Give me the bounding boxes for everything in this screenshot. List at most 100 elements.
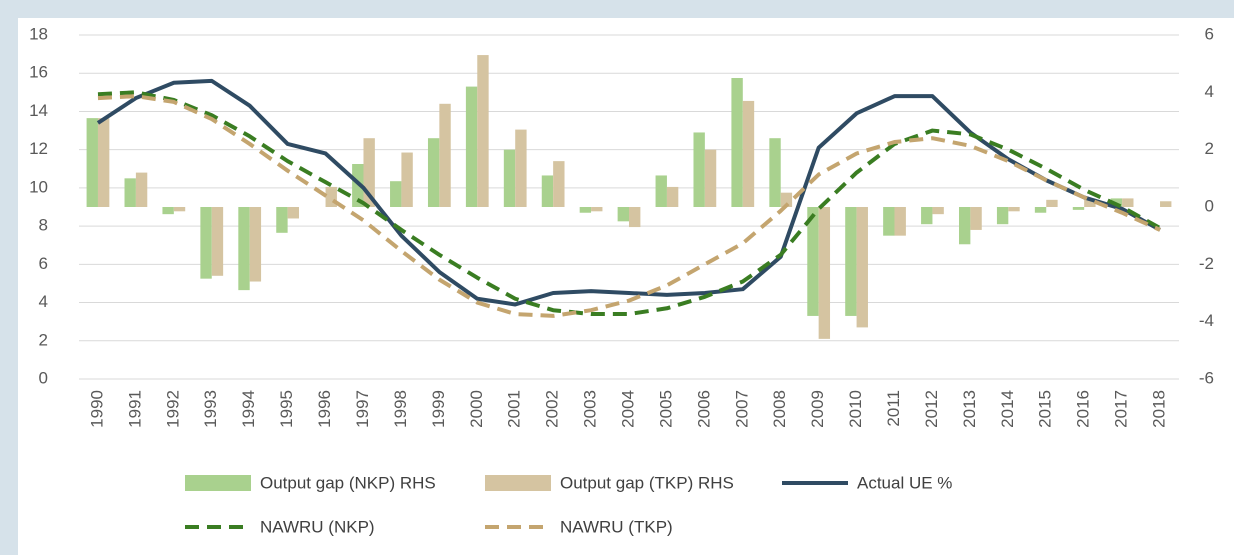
- x-tick-label: 2009: [808, 390, 827, 428]
- y-tick-label: 0: [39, 368, 48, 387]
- x-tick-label: 2007: [732, 390, 751, 428]
- x-tick-label: 1992: [163, 390, 182, 428]
- line: [96, 78, 1161, 307]
- x-tick-label: 2015: [1036, 390, 1055, 428]
- x-tick-label: 2000: [467, 390, 486, 428]
- x-tick-label: 2011: [884, 390, 903, 427]
- y-tick-label: 4: [39, 292, 48, 311]
- bar: [325, 186, 337, 207]
- bar: [352, 164, 364, 207]
- bar: [124, 178, 136, 207]
- y2-tick-label: -6: [1199, 368, 1214, 387]
- bar: [883, 207, 895, 236]
- y-tick-label: 12: [29, 139, 48, 158]
- y-tick-label: 2: [39, 330, 48, 349]
- line: [97, 94, 1161, 318]
- bar: [439, 103, 451, 207]
- bar: [363, 138, 375, 207]
- bar: [655, 175, 667, 207]
- bar: [162, 207, 174, 215]
- x-tick-label: 2012: [922, 390, 941, 428]
- bar: [541, 175, 554, 207]
- bar: [818, 207, 831, 339]
- bar: [742, 100, 755, 207]
- bar: [1008, 207, 1020, 212]
- y2-tick-label: 6: [1205, 24, 1214, 43]
- bar: [996, 207, 1009, 225]
- bar: [629, 207, 641, 228]
- bar: [200, 207, 212, 279]
- bar: [970, 207, 982, 230]
- bar: [401, 152, 413, 207]
- bar: [211, 207, 224, 276]
- y2-tick-label: -4: [1199, 311, 1214, 330]
- bar: [959, 207, 971, 245]
- bar: [287, 207, 299, 219]
- legend: Output gap (NKP) RHS Output gap (TKP) RHS…: [185, 473, 952, 536]
- bar: [769, 138, 781, 207]
- bar: [856, 207, 868, 328]
- y-tick-label: 8: [39, 216, 48, 235]
- y2-tick-label: 0: [1205, 196, 1214, 215]
- x-tick-label: 2017: [1112, 390, 1131, 428]
- x-tick-label: 1991: [125, 390, 144, 428]
- x-tick-label: 1998: [391, 390, 410, 428]
- legend-label: Output gap (NKP) RHS: [260, 473, 436, 492]
- y-tick-label: 16: [29, 63, 48, 82]
- x-tick-label: 2001: [505, 390, 524, 428]
- bar: [579, 207, 592, 213]
- bar: [845, 207, 857, 316]
- bar: [1084, 198, 1096, 207]
- y-tick-label: 10: [29, 177, 48, 196]
- bar: [276, 207, 288, 233]
- x-tick-label: 2002: [543, 390, 562, 428]
- bar: [427, 138, 440, 207]
- bar: [135, 172, 148, 207]
- bar: [249, 207, 262, 282]
- legend-label: NAWRU (TKP): [560, 517, 673, 536]
- bar: [1072, 207, 1085, 210]
- bar: [704, 149, 717, 207]
- y2-tick-label: -2: [1199, 254, 1214, 273]
- bar: [591, 207, 603, 212]
- y2-tick-label: 2: [1205, 139, 1214, 158]
- y-tick-label: 18: [29, 24, 48, 43]
- x-tick-label: 1993: [201, 390, 220, 428]
- bar: [894, 207, 906, 236]
- legend-swatch: [485, 475, 551, 491]
- bar: [553, 161, 565, 207]
- legend-swatch: [185, 475, 251, 491]
- legend-label: Output gap (TKP) RHS: [560, 473, 734, 492]
- x-tick-label: 1997: [353, 390, 372, 428]
- x-tick-label: 2004: [618, 390, 637, 428]
- bar: [86, 118, 98, 207]
- y-tick-label: 14: [29, 101, 48, 120]
- x-tick-label: 1995: [277, 390, 296, 428]
- chart-background: [18, 18, 1234, 555]
- bar: [666, 186, 679, 207]
- x-tick-label: 2003: [581, 390, 600, 428]
- x-tick-label: 2014: [998, 390, 1017, 428]
- bar: [515, 129, 527, 207]
- x-tick-label: 1996: [315, 390, 334, 428]
- bar: [1046, 199, 1058, 207]
- bar: [693, 132, 705, 207]
- bar: [173, 207, 186, 212]
- x-tick-label: 2018: [1150, 390, 1169, 428]
- bar: [780, 192, 793, 207]
- x-tick-label: 1994: [239, 390, 258, 428]
- bar: [238, 207, 250, 291]
- bar: [477, 55, 489, 207]
- x-tick-label: 2016: [1074, 390, 1093, 428]
- bar: [807, 207, 819, 316]
- bar: [617, 207, 629, 222]
- bar: [932, 207, 944, 215]
- x-tick-label: 2006: [694, 390, 713, 428]
- x-tick-label: 2008: [770, 390, 789, 428]
- x-tick-label: 2013: [960, 390, 979, 428]
- bar: [1034, 207, 1047, 213]
- x-tick-label: 2010: [846, 390, 865, 428]
- x-tick-label: 2005: [656, 390, 675, 428]
- bar: [465, 86, 478, 207]
